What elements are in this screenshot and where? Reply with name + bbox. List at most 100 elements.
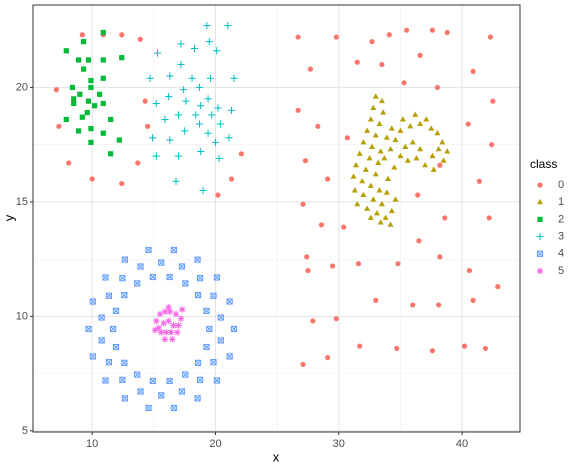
point-stroke: [121, 395, 128, 402]
point: [410, 302, 416, 308]
point-stroke: [105, 359, 112, 366]
point-triangle: [407, 123, 414, 129]
point-circle: [436, 302, 442, 308]
point: [397, 152, 404, 159]
point: [369, 143, 376, 149]
point-square: [170, 246, 178, 254]
point-triangle: [367, 182, 374, 188]
point-square: [121, 291, 128, 299]
point: [98, 314, 105, 321]
point-square: [206, 325, 213, 333]
point-stroke: [119, 376, 126, 383]
point-square: [100, 130, 106, 136]
point-circle: [369, 39, 375, 45]
point: [121, 256, 128, 263]
y-tick-label: 5: [22, 425, 28, 437]
point-circle: [373, 297, 379, 303]
point: [465, 121, 471, 127]
point-circle: [466, 267, 473, 274]
point-stroke: [160, 320, 167, 327]
legend-key: [537, 216, 543, 222]
point: [158, 392, 165, 399]
point-stroke: [170, 247, 177, 253]
point-stroke: [145, 247, 152, 253]
point-stroke: [178, 388, 185, 395]
legend-label: 0: [558, 179, 564, 191]
point: [403, 27, 410, 33]
point: [341, 224, 347, 230]
point: [439, 139, 446, 145]
point-circle: [119, 180, 125, 187]
point-triangle: [383, 134, 390, 140]
point-stroke: [210, 359, 217, 366]
point-triangle: [372, 93, 379, 99]
point-stroke: [178, 315, 184, 322]
point: [429, 152, 436, 159]
point: [195, 120, 204, 128]
point: [166, 136, 174, 144]
point: [194, 359, 202, 366]
point: [230, 74, 238, 82]
point: [214, 104, 222, 112]
point: [325, 176, 331, 182]
point-square: [84, 110, 90, 116]
point-square: [134, 371, 141, 378]
point: [391, 164, 398, 170]
y-tick-label: 15: [16, 196, 28, 208]
point: [350, 173, 357, 179]
point-circle: [487, 34, 494, 40]
point-stroke: [179, 306, 185, 313]
point: [172, 310, 180, 318]
point-square: [98, 337, 105, 344]
point: [373, 210, 380, 216]
point: [88, 77, 94, 84]
point-square: [100, 100, 106, 107]
point-circle: [486, 215, 492, 221]
point-triangle: [383, 189, 390, 195]
point-stroke: [197, 275, 204, 282]
point-triangle: [359, 177, 366, 184]
point-stroke: [89, 298, 96, 305]
point: [88, 139, 94, 145]
point: [56, 123, 62, 129]
point: [226, 353, 233, 360]
point-square: [100, 57, 106, 63]
point: [436, 302, 442, 308]
point: [486, 215, 492, 221]
point-stroke: [121, 292, 128, 299]
point: [100, 130, 106, 136]
point: [161, 336, 169, 343]
point-stroke: [121, 359, 128, 366]
point-circle: [145, 123, 151, 129]
point: [429, 348, 436, 354]
point-circle: [89, 176, 95, 182]
point-circle: [341, 224, 347, 230]
point-square: [79, 114, 85, 120]
point: [71, 96, 77, 102]
point: [416, 238, 422, 244]
point: [367, 116, 374, 122]
point: [367, 214, 374, 220]
point: [213, 47, 221, 55]
point: [378, 200, 385, 207]
point: [89, 353, 96, 360]
point: [304, 254, 310, 260]
point-stroke: [170, 322, 177, 329]
point-stroke: [105, 292, 112, 299]
point-square: [102, 274, 109, 281]
point-circle: [142, 98, 148, 104]
point: [166, 377, 173, 385]
point: [440, 157, 447, 163]
point: [148, 134, 157, 142]
legend: 0 1 2 3 4 5: [532, 177, 564, 279]
point: [444, 29, 450, 36]
point-square: [121, 359, 128, 366]
point-circle: [495, 284, 501, 290]
point: [413, 155, 420, 161]
point-square: [85, 57, 92, 63]
point: [377, 148, 384, 154]
point-triangle: [404, 157, 411, 163]
point: [422, 161, 429, 168]
point-triangle: [387, 221, 394, 227]
point-square: [194, 359, 202, 366]
